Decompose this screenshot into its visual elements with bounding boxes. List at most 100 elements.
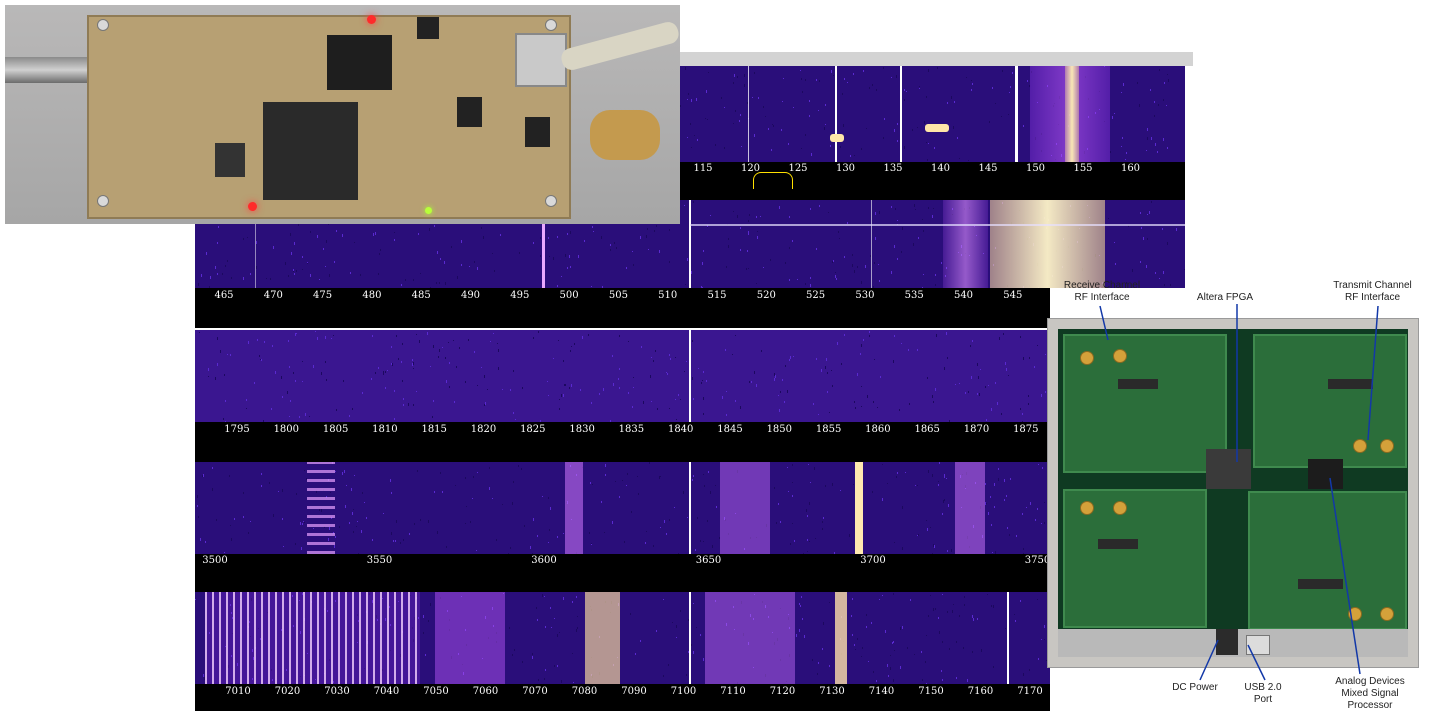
ad-processor-chip (1308, 459, 1343, 489)
frequency-tick-label: 150 (1026, 163, 1045, 174)
frequency-tick-label: 1795 (224, 424, 249, 435)
waterfall-160m (680, 66, 1185, 162)
frequency-tick-label: 7160 (968, 686, 993, 697)
frequency-tick-label: 1870 (964, 424, 989, 435)
sma-connector (1348, 607, 1362, 621)
frequency-tick-label: 1855 (816, 424, 841, 435)
frequency-tick-label: 135 (883, 163, 902, 174)
label-usb-port: USB 2.0 Port (1233, 682, 1293, 706)
mount-hole (97, 19, 109, 31)
sma-connector (1113, 349, 1127, 363)
frequency-tick-label: 3650 (696, 555, 721, 566)
sma-connector (1080, 501, 1094, 515)
pcb-chip (417, 17, 439, 39)
sma-connector (1113, 501, 1127, 515)
frequency-tick-label: 1850 (767, 424, 792, 435)
frequency-tick-label: 7120 (770, 686, 795, 697)
led-green (425, 207, 432, 214)
pcb-chip (327, 35, 392, 90)
label-receive-channel: Receive Channel RF Interface (1052, 280, 1152, 304)
header-connector (1118, 379, 1158, 389)
frequency-tick-label: 3500 (202, 555, 227, 566)
mount-hole (545, 19, 557, 31)
frequency-tick-label: 1840 (668, 424, 693, 435)
label-altera-fpga: Altera FPGA (1175, 292, 1275, 304)
frequency-scale-500khz: 465 470 475 480 485 490 495 500 505 510 515 520 525 5… (195, 288, 1050, 328)
frequency-tick-label: 1810 (372, 424, 397, 435)
frequency-tick-label: 3700 (860, 555, 885, 566)
frequency-tick-label: 1820 (471, 424, 496, 435)
frequency-tick-label: 1805 (323, 424, 348, 435)
power-plug (590, 110, 660, 160)
frequency-tick-label: 465 (214, 290, 233, 301)
frequency-tick-label: 7170 (1017, 686, 1042, 697)
frequency-scale-7100khz: 7010 7020 7030 7040 7050 7060 7070 7080 7090 7100… (195, 684, 1050, 711)
frequency-tick-label: 145 (978, 163, 997, 174)
frequency-tick-label: 515 (707, 290, 726, 301)
frequency-tick-label: 7080 (572, 686, 597, 697)
mount-hole (545, 195, 557, 207)
frequency-tick-label: 505 (609, 290, 628, 301)
frequency-tick-label: 130 (836, 163, 855, 174)
label-transmit-channel: Transmit Channel RF Interface (1320, 280, 1425, 304)
frequency-tick-label: 520 (757, 290, 776, 301)
header-connector (1098, 539, 1138, 549)
frequency-tick-label: 155 (1073, 163, 1092, 174)
frequency-tick-label: 7100 (671, 686, 696, 697)
header-connector (1298, 579, 1343, 589)
frequency-tick-label: 1815 (421, 424, 446, 435)
frequency-tick-label: 7020 (275, 686, 300, 697)
label-dc-power: DC Power (1160, 682, 1230, 694)
frequency-tick-label: 525 (806, 290, 825, 301)
frequency-tick-label: 7040 (374, 686, 399, 697)
frequency-tick-label: 7150 (918, 686, 943, 697)
frequency-scale-3600khz: 3500 3550 3600 3650 3700 3750 (195, 554, 1050, 592)
sdr-pcb-photo (5, 5, 680, 224)
led-red (367, 15, 376, 24)
pcb-chip (215, 143, 245, 177)
frequency-tick-label: 7070 (522, 686, 547, 697)
frequency-tick-label: 490 (461, 290, 480, 301)
sma-connector (1380, 607, 1394, 621)
fpga-chip (1206, 449, 1251, 489)
frequency-tick-label: 1835 (619, 424, 644, 435)
header-connector (1328, 379, 1373, 389)
frequency-tick-label: 535 (905, 290, 924, 301)
pcb-chip (457, 97, 482, 127)
bnc-connector (5, 57, 100, 83)
frequency-tick-label: 545 (1003, 290, 1022, 301)
frequency-scale-1800khz: 1795 1800 1805 1810 1815 1820 1825 1830 1835 1840… (195, 422, 1050, 462)
pcb-chip (525, 117, 550, 147)
mount-hole (97, 195, 109, 207)
frequency-tick-label: 3550 (367, 555, 392, 566)
frequency-tick-label: 7110 (720, 686, 745, 697)
frequency-tick-label: 7030 (324, 686, 349, 697)
frequency-tick-label: 7060 (473, 686, 498, 697)
frequency-tick-label: 540 (954, 290, 973, 301)
frequency-tick-label: 7140 (869, 686, 894, 697)
led-red (248, 202, 257, 211)
ethernet-cable (559, 20, 680, 72)
usb-port (1246, 635, 1270, 655)
frequency-tick-label: 1800 (274, 424, 299, 435)
frequency-tick-label: 160 (1121, 163, 1140, 174)
window-frame (680, 52, 1193, 66)
frequency-tick-label: 485 (412, 290, 431, 301)
frequency-tick-label: 1860 (865, 424, 890, 435)
frequency-tick-label: 510 (658, 290, 677, 301)
dev-board-photo (1047, 318, 1419, 668)
sma-connector (1080, 351, 1094, 365)
frequency-tick-label: 495 (510, 290, 529, 301)
sma-connector (1380, 439, 1394, 453)
frequency-tick-label: 7090 (621, 686, 646, 697)
frequency-tick-label: 7050 (423, 686, 448, 697)
frequency-tick-label: 470 (264, 290, 283, 301)
frequency-tick-label: 530 (855, 290, 874, 301)
frequency-tick-label: 140 (931, 163, 950, 174)
frequency-tick-label: 1825 (520, 424, 545, 435)
sma-connector (1353, 439, 1367, 453)
frequency-tick-label: 7010 (225, 686, 250, 697)
waterfall-7100khz (195, 592, 1050, 684)
frequency-tick-label: 1865 (914, 424, 939, 435)
frequency-tick-label: 125 (788, 163, 807, 174)
